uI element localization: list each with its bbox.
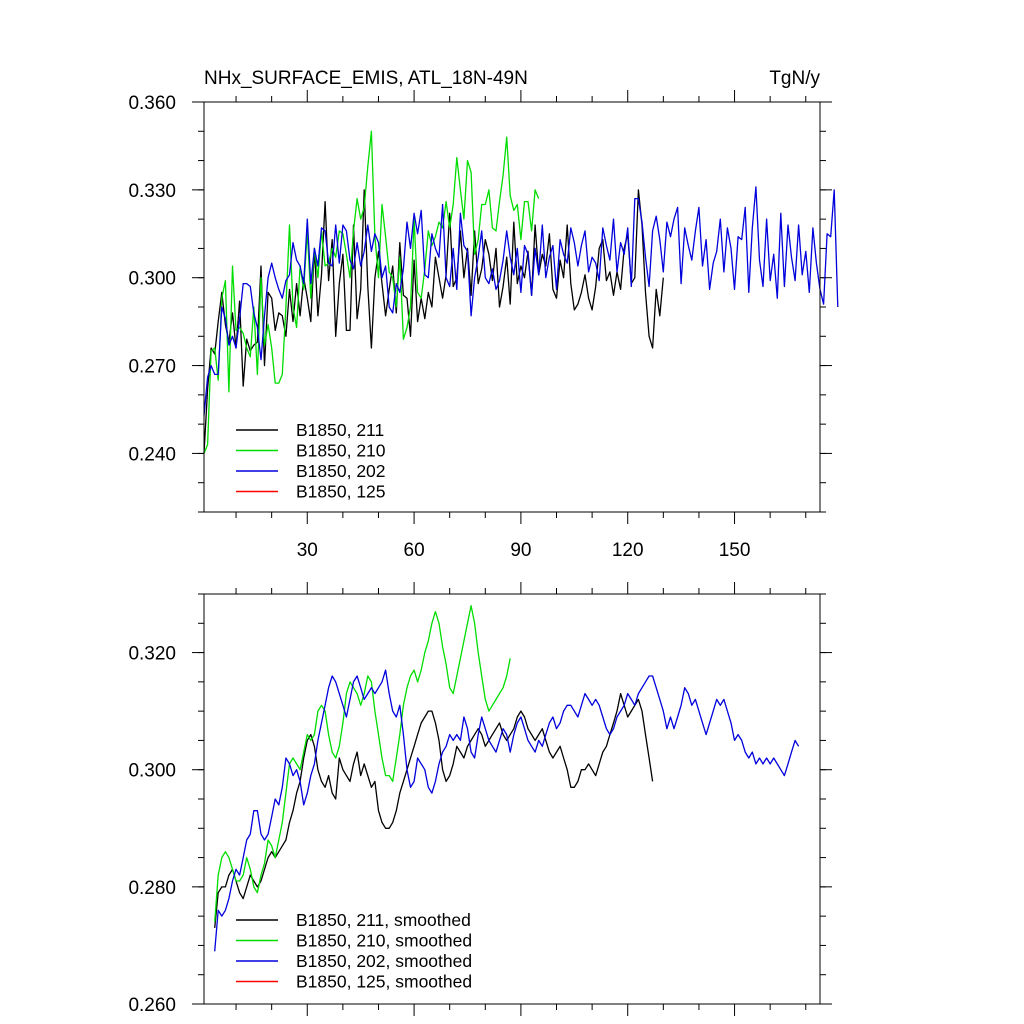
top-x-tick-label: 60 (404, 540, 425, 561)
top-series-line-0 (203, 189, 664, 454)
bottom-series-group (214, 605, 800, 952)
top-y-tick-label: 0.300 (128, 269, 176, 290)
units-label: TgN/y (769, 68, 820, 89)
bottom-legend-label: B1850, 211, smoothed (296, 910, 471, 930)
top-series-line-2 (203, 186, 839, 416)
bottom-y-tick-label: 0.320 (128, 644, 176, 665)
bottom-y-tick-label: 0.260 (128, 995, 176, 1016)
bottom-legend-label: B1850, 210, smoothed (296, 931, 472, 951)
top-plot-frame (203, 101, 821, 513)
bottom-plot-frame (203, 593, 821, 1005)
bottom-legend-label: B1850, 125, smoothed (296, 972, 472, 992)
bottom-series-line-1 (214, 605, 511, 923)
top-y-tick-label: 0.330 (128, 181, 176, 202)
top-x-tick-label: 30 (297, 540, 318, 561)
top-series-group (203, 130, 839, 454)
bottom-panel: 0.260 0.280 0.300 0.320 B1850, 211, smoothe… (128, 582, 832, 1016)
bottom-y-tick-label: 0.280 (128, 878, 176, 899)
top-axis-ticks: 0.240 0.270 0.300 0.330 0.360 30 60 90 120 150 (128, 90, 832, 561)
top-y-tick-label: 0.240 (128, 444, 176, 465)
top-legend-label: B1850, 211 (296, 420, 384, 440)
top-series-line-1 (203, 130, 540, 454)
bottom-series-line-0 (214, 692, 654, 928)
top-legend-label: B1850, 202 (296, 461, 386, 481)
bottom-legend-label: B1850, 202, smoothed (296, 951, 472, 971)
bottom-y-tick-label: 0.300 (128, 761, 176, 782)
top-x-tick-label: 150 (719, 540, 751, 561)
top-panel: NHx_SURFACE_EMIS, ATL_18N-49N TgN/y 0.24… (128, 68, 839, 561)
top-y-tick-label: 0.360 (128, 93, 176, 114)
bottom-series-line-2 (214, 669, 800, 952)
top-x-tick-label: 90 (510, 540, 531, 561)
chart-title: NHx_SURFACE_EMIS, ATL_18N-49N (204, 68, 528, 89)
bottom-axis-ticks: 0.260 0.280 0.300 0.320 (128, 582, 832, 1016)
top-y-tick-label: 0.270 (128, 357, 176, 378)
top-legend-label: B1850, 210 (296, 441, 386, 461)
top-legend-label: B1850, 125 (296, 482, 386, 502)
top-x-tick-label: 120 (612, 540, 644, 561)
